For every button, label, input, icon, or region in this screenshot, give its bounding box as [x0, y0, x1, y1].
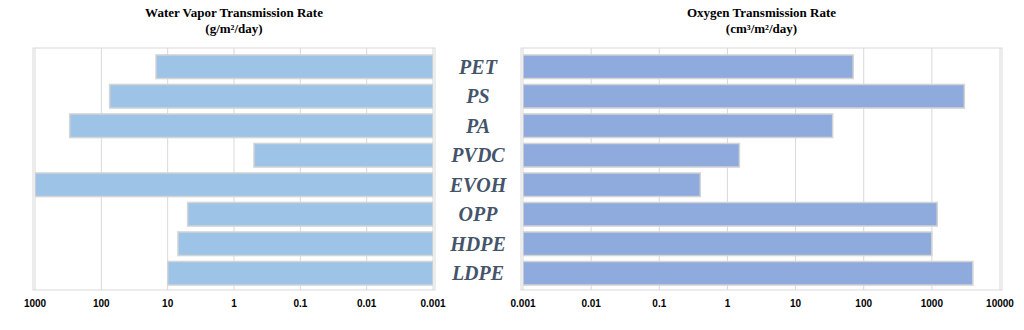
- tick-label: 0.001: [420, 298, 445, 309]
- tick-label: 1000: [921, 298, 944, 309]
- bar: [254, 143, 433, 167]
- tick-label: 0.01: [581, 298, 601, 309]
- plot-frame: [521, 48, 1002, 290]
- category-label: HDPE: [449, 233, 506, 255]
- bars: [35, 55, 433, 285]
- bar: [188, 202, 433, 226]
- tick-label: 10: [790, 298, 802, 309]
- bar: [178, 232, 433, 256]
- chart-title: Oxygen Transmission Rate: [687, 5, 836, 20]
- bars: [523, 55, 973, 285]
- bar: [523, 173, 700, 197]
- tick-label: 1: [725, 298, 731, 309]
- chart-title: (g/m²/day): [205, 21, 262, 36]
- tick-label: 100: [855, 298, 872, 309]
- bar: [168, 261, 433, 285]
- grid-line: [101, 48, 102, 290]
- bar: [523, 143, 739, 167]
- bar: [70, 114, 433, 138]
- bar: [523, 114, 833, 138]
- bar: [523, 202, 937, 226]
- bar: [523, 261, 973, 285]
- bar: [110, 84, 433, 108]
- chart-title: Water Vapor Transmission Rate: [145, 5, 323, 20]
- tick-label: 1: [231, 298, 237, 309]
- grid-line: [35, 48, 36, 290]
- category-label: LDPE: [451, 262, 504, 284]
- category-label: PA: [465, 115, 490, 137]
- chart-root: 1000 100 10 1 0.1 0.01 0.001 Water Vapor Transm…: [0, 0, 1024, 330]
- bar: [35, 173, 433, 197]
- bar: [523, 232, 932, 256]
- bar: [523, 55, 853, 79]
- chart-svg: 1000 100 10 1 0.1 0.01 0.001 Water Vapor Transm…: [0, 0, 1024, 330]
- bar: [523, 84, 964, 108]
- category-label: PVDC: [450, 144, 505, 166]
- category-label: OPP: [459, 203, 499, 225]
- category-label: EVOH: [449, 174, 508, 196]
- tick-label: 10000: [986, 298, 1014, 309]
- tick-label: 0.1: [652, 298, 666, 309]
- plot-frame: [33, 48, 435, 290]
- category-label: PS: [465, 85, 489, 107]
- tick-label: 0.01: [357, 298, 377, 309]
- tick-label: 10: [162, 298, 174, 309]
- tick-label: 100: [93, 298, 110, 309]
- chart-title: (cm³/m²/day): [726, 21, 797, 36]
- category-label: PET: [458, 56, 498, 78]
- tick-label: 0.001: [510, 298, 535, 309]
- grid-line: [1000, 48, 1001, 290]
- tick-label: 1000: [24, 298, 47, 309]
- bar: [156, 55, 433, 79]
- tick-label: 0.1: [293, 298, 307, 309]
